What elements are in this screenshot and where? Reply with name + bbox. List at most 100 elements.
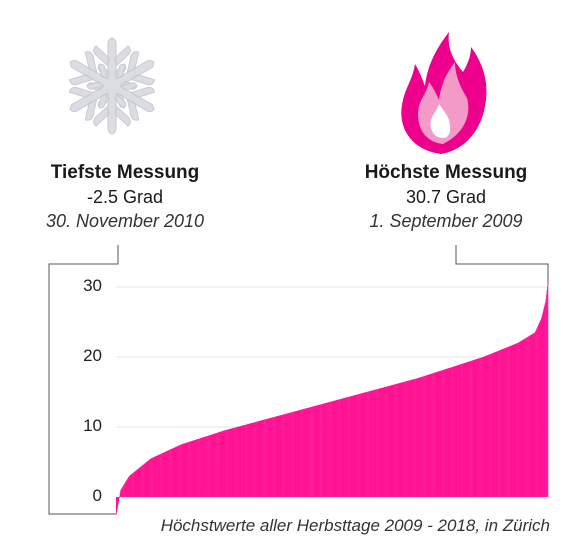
bar bbox=[225, 430, 227, 497]
bar bbox=[471, 360, 472, 497]
bar bbox=[181, 444, 183, 497]
bar bbox=[160, 454, 161, 497]
bar bbox=[384, 387, 385, 497]
bar bbox=[444, 369, 445, 497]
bar bbox=[376, 389, 378, 497]
bar bbox=[135, 470, 137, 497]
flame-icon bbox=[401, 32, 487, 154]
min-label: Tiefste Messung -2.5 Grad 30. November 2… bbox=[20, 161, 230, 233]
bar bbox=[303, 408, 305, 497]
bar bbox=[251, 423, 253, 497]
bar bbox=[178, 445, 180, 497]
bar bbox=[293, 411, 295, 497]
bar bbox=[416, 378, 417, 497]
bar bbox=[475, 359, 477, 497]
bar bbox=[195, 439, 197, 497]
bar bbox=[473, 360, 475, 497]
bar bbox=[243, 425, 244, 497]
bar bbox=[547, 282, 549, 497]
bar bbox=[403, 381, 405, 497]
bar bbox=[229, 428, 231, 497]
snowflake-arm bbox=[68, 51, 115, 91]
bar bbox=[126, 480, 128, 497]
bar bbox=[240, 426, 242, 497]
bar bbox=[386, 386, 388, 497]
bar bbox=[232, 428, 234, 497]
bar bbox=[442, 370, 443, 497]
bar bbox=[340, 399, 341, 497]
bar bbox=[508, 346, 510, 497]
bar bbox=[118, 497, 120, 502]
bar bbox=[204, 436, 206, 497]
bar bbox=[459, 364, 461, 497]
bar bbox=[137, 469, 139, 497]
bar bbox=[350, 396, 352, 497]
bar bbox=[163, 452, 164, 497]
bar bbox=[395, 384, 396, 497]
bar bbox=[175, 446, 177, 497]
bar bbox=[184, 443, 186, 497]
bar bbox=[190, 441, 191, 497]
snowflake-arm bbox=[93, 37, 131, 87]
bar bbox=[449, 367, 451, 497]
bar bbox=[283, 414, 284, 497]
bar bbox=[538, 325, 539, 497]
bar bbox=[466, 362, 468, 497]
bar-series bbox=[116, 282, 549, 515]
bar bbox=[489, 354, 491, 497]
bar bbox=[457, 365, 459, 497]
bar bbox=[370, 390, 372, 497]
bar bbox=[135, 470, 137, 497]
bar bbox=[269, 418, 271, 497]
bar bbox=[141, 465, 143, 497]
bar bbox=[359, 393, 361, 497]
bar bbox=[434, 372, 435, 497]
bar bbox=[330, 401, 332, 497]
bar bbox=[346, 397, 348, 497]
bar bbox=[540, 319, 542, 497]
bar bbox=[154, 456, 156, 497]
bar bbox=[317, 405, 319, 497]
bar bbox=[484, 356, 486, 497]
bar bbox=[242, 425, 244, 497]
bar bbox=[521, 340, 523, 497]
bar bbox=[358, 394, 360, 497]
bar bbox=[424, 376, 425, 497]
bar bbox=[230, 428, 232, 497]
bar bbox=[323, 403, 325, 497]
bar bbox=[468, 361, 470, 497]
min-date: 30. November 2010 bbox=[45, 211, 205, 231]
bar bbox=[167, 450, 169, 497]
y-tick-label: 30 bbox=[83, 276, 102, 295]
bar bbox=[289, 412, 291, 497]
bar bbox=[159, 454, 161, 497]
bar bbox=[515, 343, 517, 497]
bar bbox=[238, 426, 239, 497]
bar bbox=[407, 380, 409, 497]
bar bbox=[275, 416, 277, 497]
bar bbox=[263, 419, 264, 497]
bar bbox=[472, 360, 473, 497]
bar bbox=[364, 392, 366, 497]
bar bbox=[540, 318, 542, 497]
bar bbox=[305, 408, 307, 497]
bar bbox=[334, 400, 336, 497]
bar bbox=[207, 435, 208, 497]
bar bbox=[321, 404, 322, 497]
bar bbox=[133, 472, 134, 497]
bar bbox=[341, 398, 343, 497]
bar bbox=[266, 419, 267, 497]
bar bbox=[531, 334, 533, 497]
bar bbox=[299, 410, 301, 497]
bar bbox=[287, 413, 289, 497]
bar bbox=[294, 411, 295, 497]
bar bbox=[203, 437, 205, 497]
bar bbox=[373, 389, 375, 497]
bar bbox=[399, 383, 401, 497]
bar bbox=[345, 397, 347, 497]
bar bbox=[435, 372, 436, 497]
bar bbox=[377, 388, 379, 497]
bar bbox=[330, 401, 331, 497]
bar bbox=[367, 391, 369, 497]
bar bbox=[432, 373, 434, 497]
